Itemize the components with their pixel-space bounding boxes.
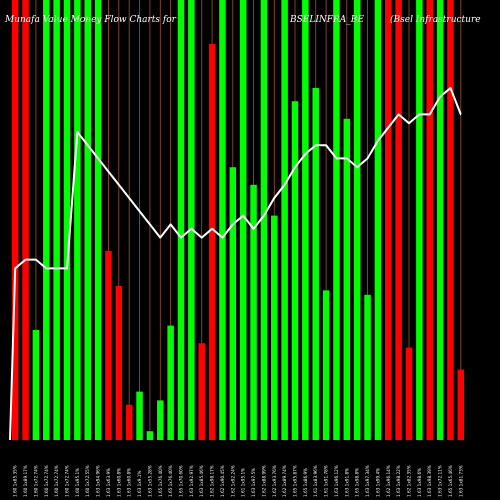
x-tick-label: 1.61 1x91.78% bbox=[324, 465, 329, 497]
x-tick-label: 1.60 1x72.74% bbox=[54, 465, 59, 497]
flow-bar bbox=[136, 391, 143, 440]
flow-bar bbox=[167, 325, 174, 440]
flow-bar bbox=[457, 369, 465, 440]
x-tick-label: 1.61 1x95.1% bbox=[241, 468, 246, 497]
x-tick-label: 1.63 1x97.34% bbox=[365, 465, 370, 497]
flow-bar bbox=[302, 0, 309, 440]
flow-bar bbox=[447, 0, 454, 440]
x-tick-label: 1.63 1x91.8% bbox=[344, 468, 349, 497]
flow-bar bbox=[385, 0, 392, 440]
flow-bar bbox=[157, 400, 164, 440]
x-tick-label: 1.60 1x72.55% bbox=[85, 465, 90, 497]
bar-layer bbox=[11, 0, 465, 441]
flow-bar bbox=[405, 347, 413, 440]
flow-bar bbox=[84, 0, 91, 440]
x-tick-label: 1.65 1x98.8% bbox=[355, 468, 360, 497]
x-tick-label: 1.62 1x93.76% bbox=[272, 465, 277, 497]
flow-bar bbox=[239, 0, 247, 440]
flow-bar bbox=[333, 0, 340, 440]
flow-bar bbox=[11, 0, 19, 440]
x-tick-label: 1.65 1x65.46% bbox=[448, 465, 453, 497]
flow-bar bbox=[271, 215, 278, 440]
flow-bar bbox=[353, 0, 361, 440]
flow-bar bbox=[395, 0, 402, 440]
x-tick-label: 1.65 1x76.40% bbox=[158, 465, 163, 497]
x-tick-label: 1.60 1x85.35% bbox=[13, 465, 18, 497]
flow-bar bbox=[374, 0, 382, 440]
x-tick-label: 1.60 1x89.17% bbox=[23, 465, 28, 497]
flow-bar bbox=[63, 0, 71, 440]
tick-layer: 1.60 1x85.35% 1.60 1x89.17% 1.60 1x72.74% 1… bbox=[13, 465, 464, 497]
x-tick-label: 1.60 1x95.1% bbox=[75, 468, 80, 497]
flow-bar bbox=[229, 167, 237, 440]
flow-bar bbox=[53, 0, 60, 440]
flow-bar bbox=[105, 250, 112, 440]
x-tick-label: 1.63 1x63.9% bbox=[106, 468, 111, 497]
x-tick-label: 1.63 1x72.11% bbox=[438, 465, 443, 497]
x-tick-label: 1.63 1x98.6% bbox=[417, 468, 422, 497]
flow-bar bbox=[322, 290, 330, 440]
x-tick-label: 1.60 1x72.74% bbox=[65, 465, 70, 497]
x-tick-label: 1.63 1x97.5% bbox=[251, 468, 256, 497]
flow-bar bbox=[260, 0, 268, 440]
price-line bbox=[9, 87, 462, 441]
flow-bar bbox=[94, 0, 102, 440]
x-tick-label: 1.63 1x94.96% bbox=[96, 465, 101, 497]
x-tick-label: 1.65 1x70.60% bbox=[179, 465, 184, 497]
x-tick-label: 1.65 1x86.9% bbox=[303, 468, 308, 497]
x-tick-label: 1.62 1x82.35% bbox=[407, 465, 412, 497]
x-tick-label: 1.63 1x85.46% bbox=[199, 465, 204, 497]
x-tick-label: 1.63 1x60.8% bbox=[116, 468, 121, 497]
chart-title-right: (Bsel Infrastructure bbox=[390, 14, 481, 25]
flow-bar bbox=[250, 184, 257, 440]
x-tick-label: 1.63 1x98.39% bbox=[427, 465, 432, 497]
x-tick-label: 1.62 1x96.14% bbox=[386, 465, 391, 497]
flow-bar bbox=[22, 0, 29, 440]
flow-bar bbox=[43, 0, 50, 440]
flow-bar bbox=[416, 0, 423, 440]
flow-bar bbox=[281, 0, 288, 440]
x-tick-label: 1.63 1x55.28% bbox=[147, 465, 152, 497]
x-tick-label: 1.63 1x9.1% bbox=[137, 471, 142, 497]
x-tick-label: 1.62 1x90.45% bbox=[220, 465, 225, 497]
x-tick-label: 1.62 1x92.24% bbox=[230, 465, 235, 497]
flow-bar bbox=[219, 0, 226, 440]
flow-bar bbox=[364, 294, 371, 440]
flow-bar bbox=[208, 44, 216, 440]
flow-bar bbox=[198, 343, 205, 440]
x-tick-label: 1.60 1x72.74% bbox=[33, 465, 38, 497]
x-tick-label: 1.63 1x99.4% bbox=[375, 468, 380, 497]
flow-bar bbox=[188, 0, 195, 440]
x-tick-label: 1.62 1x89.74% bbox=[282, 465, 287, 497]
line-layer bbox=[9, 87, 462, 441]
x-tick-label: 1.63 1x81.73% bbox=[458, 465, 463, 497]
x-tick-label: 1.62 1x98.17% bbox=[210, 465, 215, 497]
flow-bar bbox=[146, 431, 154, 440]
flow-bar bbox=[312, 88, 319, 440]
flow-bar bbox=[291, 101, 299, 440]
x-tick-label: 1.62 1x88.99% bbox=[261, 465, 266, 497]
x-tick-label: 1.61 1x83.96% bbox=[313, 465, 318, 497]
x-tick-label: 1.60 1x72.74% bbox=[44, 465, 49, 497]
flow-bar bbox=[177, 0, 185, 440]
flow-bar bbox=[115, 286, 123, 440]
flow-bar bbox=[436, 0, 444, 440]
flow-bar bbox=[426, 0, 433, 440]
x-tick-label: 1.63 1x98.22% bbox=[396, 465, 401, 497]
flow-bar bbox=[32, 330, 40, 440]
flow-bar bbox=[343, 118, 351, 441]
flow-bar bbox=[74, 0, 81, 440]
chart-title-left: Munafa Value Money Flow Charts for bbox=[4, 15, 177, 25]
flow-bar bbox=[125, 404, 133, 440]
x-tick-label: 1.63 1x60.8% bbox=[127, 468, 132, 497]
x-tick-label: 1.63 1x96.12% bbox=[334, 465, 339, 497]
x-tick-label: 1.65 1x95.87% bbox=[293, 465, 298, 497]
x-tick-label: 1.63 1x92.97% bbox=[189, 465, 194, 497]
x-tick-label: 1.65 1x76.40% bbox=[168, 465, 173, 497]
chart-title-symbol: BSELINFRA_BE bbox=[289, 15, 364, 25]
